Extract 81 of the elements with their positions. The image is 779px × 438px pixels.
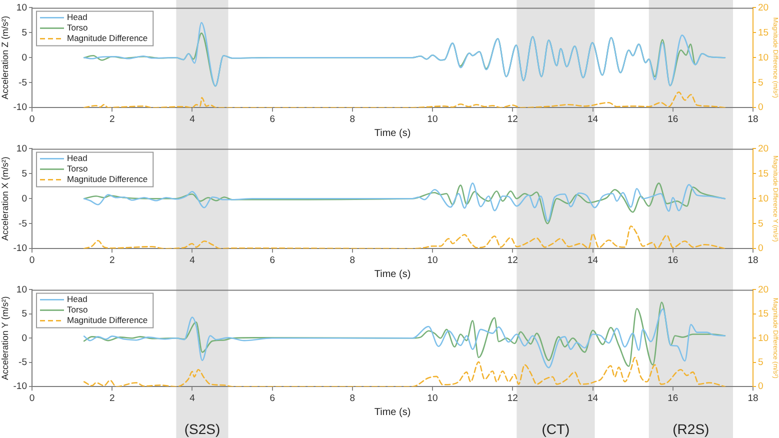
x-tick-label: 0: [29, 254, 35, 266]
x-tick-label: 16: [668, 114, 678, 125]
legend-label: Magnitude Difference: [67, 315, 148, 326]
x-tick-label: 8: [350, 114, 356, 125]
legend-label: Head: [67, 153, 88, 164]
legend-label: Magnitude Difference: [67, 174, 148, 184]
y2-tick-label: 0: [758, 381, 764, 392]
y-tick-label: 0: [22, 332, 27, 344]
x-tick-label: 0: [29, 114, 35, 125]
x-tick-label: 14: [587, 254, 598, 266]
y-axis-title: Acceleration Z (m/s²): [0, 16, 10, 100]
y2-tick-label: 5: [758, 218, 764, 230]
y-tick-label: 10: [16, 2, 27, 14]
y2-tick-label: 20: [758, 143, 769, 154]
band-label: (CT): [542, 420, 570, 437]
line-series: [83, 225, 726, 249]
x-axis-title: Time (s): [374, 128, 411, 139]
x-tick-label: 16: [668, 392, 678, 404]
y2-tick-label: 10: [758, 332, 769, 344]
x-tick-label: 4: [190, 392, 195, 404]
x-tick-label: 2: [109, 114, 115, 125]
legend-label: Torso: [67, 304, 88, 315]
x-tick-label: 6: [270, 114, 275, 125]
x-tick-label: 10: [427, 254, 438, 266]
x-tick-label: 18: [748, 114, 758, 125]
x-tick-label: 12: [507, 114, 518, 125]
x-tick-label: 2: [109, 254, 115, 266]
y-tick-label: 5: [22, 27, 27, 38]
legend-label: Head: [67, 294, 88, 304]
x-tick-label: 18: [748, 392, 758, 404]
x-tick-label: 10: [427, 114, 438, 125]
x-tick-label: 0: [29, 392, 35, 404]
x-tick-label: 4: [190, 254, 195, 266]
legend-label: Torso: [67, 22, 88, 33]
x-tick-label: 12: [507, 392, 518, 404]
line-series: [83, 91, 726, 108]
line-series: [83, 356, 726, 387]
y2-tick-label: 20: [758, 2, 769, 14]
band-label: (S2S): [184, 420, 220, 437]
y2-tick-label: 15: [758, 27, 769, 38]
x-tick-label: 6: [270, 254, 275, 266]
y2-tick-label: 15: [758, 308, 769, 320]
y-axis-title: Acceleration X (m/s²): [0, 156, 10, 241]
y2-tick-label: 20: [758, 284, 769, 296]
y2-tick-label: 10: [758, 52, 769, 64]
y-axis-title: Acceleration Y (m/s²): [0, 296, 10, 380]
y2-tick-label: 0: [758, 243, 764, 254]
legend-label: Magnitude Difference: [67, 33, 148, 44]
x-tick-label: 6: [270, 392, 275, 404]
x-tick-label: 12: [507, 254, 518, 266]
x-axis-title: Time (s): [374, 406, 411, 418]
legend-label: Torso: [67, 164, 88, 174]
x-tick-label: 4: [190, 114, 195, 125]
legend-label: Head: [67, 12, 88, 22]
x-tick-label: 8: [350, 254, 356, 266]
y-tick-label: 10: [16, 284, 27, 296]
y-tick-label: -5: [18, 77, 27, 88]
y-tick-label: 0: [22, 52, 27, 64]
x-tick-label: 16: [668, 254, 678, 266]
x-tick-label: 14: [587, 114, 598, 125]
y-tick-label: -10: [13, 102, 27, 114]
x-tick-label: 2: [109, 392, 115, 404]
y-tick-label: -10: [13, 243, 27, 254]
y-tick-label: -10: [13, 381, 27, 392]
y2-tick-label: 0: [758, 102, 764, 114]
y-tick-label: 0: [22, 193, 27, 204]
y-tick-label: -5: [18, 218, 27, 230]
y-tick-label: -5: [18, 357, 27, 368]
x-tick-label: 8: [350, 392, 356, 404]
band-label: (R2S): [672, 420, 710, 437]
y2-tick-label: 5: [758, 77, 764, 88]
y2-tick-label: 10: [758, 193, 769, 204]
x-tick-label: 18: [748, 254, 758, 266]
x-axis-title: Time (s): [374, 268, 411, 280]
y-tick-label: 5: [22, 308, 27, 320]
x-tick-label: 14: [587, 392, 598, 404]
y-tick-label: 10: [16, 143, 27, 154]
y-tick-label: 5: [22, 168, 27, 180]
y2-tick-label: 5: [758, 357, 764, 368]
y2-tick-label: 15: [758, 168, 769, 180]
x-tick-label: 10: [427, 392, 438, 404]
